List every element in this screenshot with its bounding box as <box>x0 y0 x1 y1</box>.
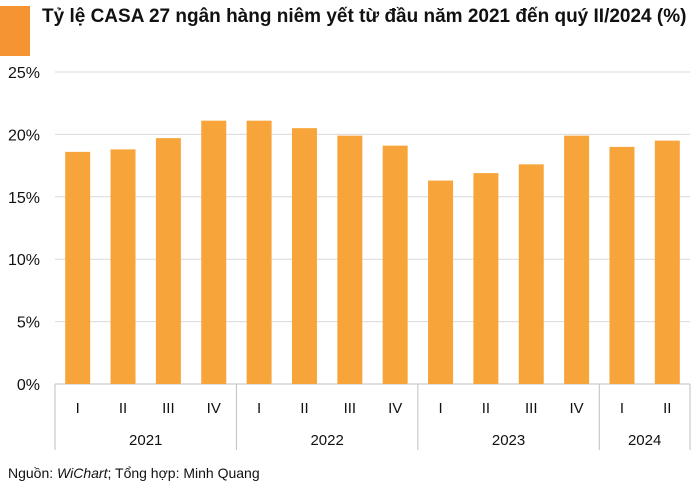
year-label: 2023 <box>492 432 525 449</box>
bar <box>337 135 363 384</box>
bar <box>609 146 635 384</box>
x-tick-label: II <box>119 400 127 417</box>
y-tick-label: 20% <box>8 127 40 144</box>
x-tick-label: IV <box>388 400 402 417</box>
bar <box>382 145 408 384</box>
chart-title: Tỷ lệ CASA 27 ngân hàng niêm yết từ đầu … <box>42 6 687 27</box>
year-label: 2021 <box>129 432 162 449</box>
x-tick-label: II <box>663 400 671 417</box>
title-accent-bar <box>0 6 30 56</box>
bar <box>110 149 136 384</box>
bar <box>155 138 181 384</box>
x-tick-label: IV <box>570 400 584 417</box>
x-tick-label: III <box>162 400 175 417</box>
x-tick-label: II <box>300 400 308 417</box>
x-tick-label: III <box>525 400 538 417</box>
bar <box>564 135 590 384</box>
x-tick-label: II <box>482 400 490 417</box>
bar <box>201 120 227 384</box>
bar <box>518 164 544 384</box>
bar <box>428 180 454 384</box>
year-label: 2022 <box>310 432 343 449</box>
bar <box>473 173 499 384</box>
year-label: 2024 <box>628 432 661 449</box>
y-tick-label: 15% <box>8 190 40 207</box>
x-tick-label: I <box>76 400 80 417</box>
x-tick-label: I <box>257 400 261 417</box>
y-tick-label: 10% <box>8 252 40 269</box>
y-tick-label: 0% <box>17 377 40 394</box>
source-suffix: ; Tổng hợp: Minh Quang <box>107 465 260 481</box>
x-tick-label: IV <box>207 400 221 417</box>
bar <box>654 140 680 384</box>
y-tick-label: 5% <box>17 315 40 332</box>
bar <box>291 128 317 384</box>
bar <box>65 151 91 384</box>
bar <box>246 120 272 384</box>
source-prefix: Nguồn: <box>8 465 58 481</box>
x-tick-label: I <box>620 400 624 417</box>
x-tick-label: III <box>344 400 357 417</box>
source-name: WiChart <box>57 465 108 481</box>
y-tick-label: 25% <box>8 65 40 82</box>
source-note: Nguồn: WiChart; Tổng hợp: Minh Quang <box>8 465 260 481</box>
x-tick-label: I <box>438 400 442 417</box>
